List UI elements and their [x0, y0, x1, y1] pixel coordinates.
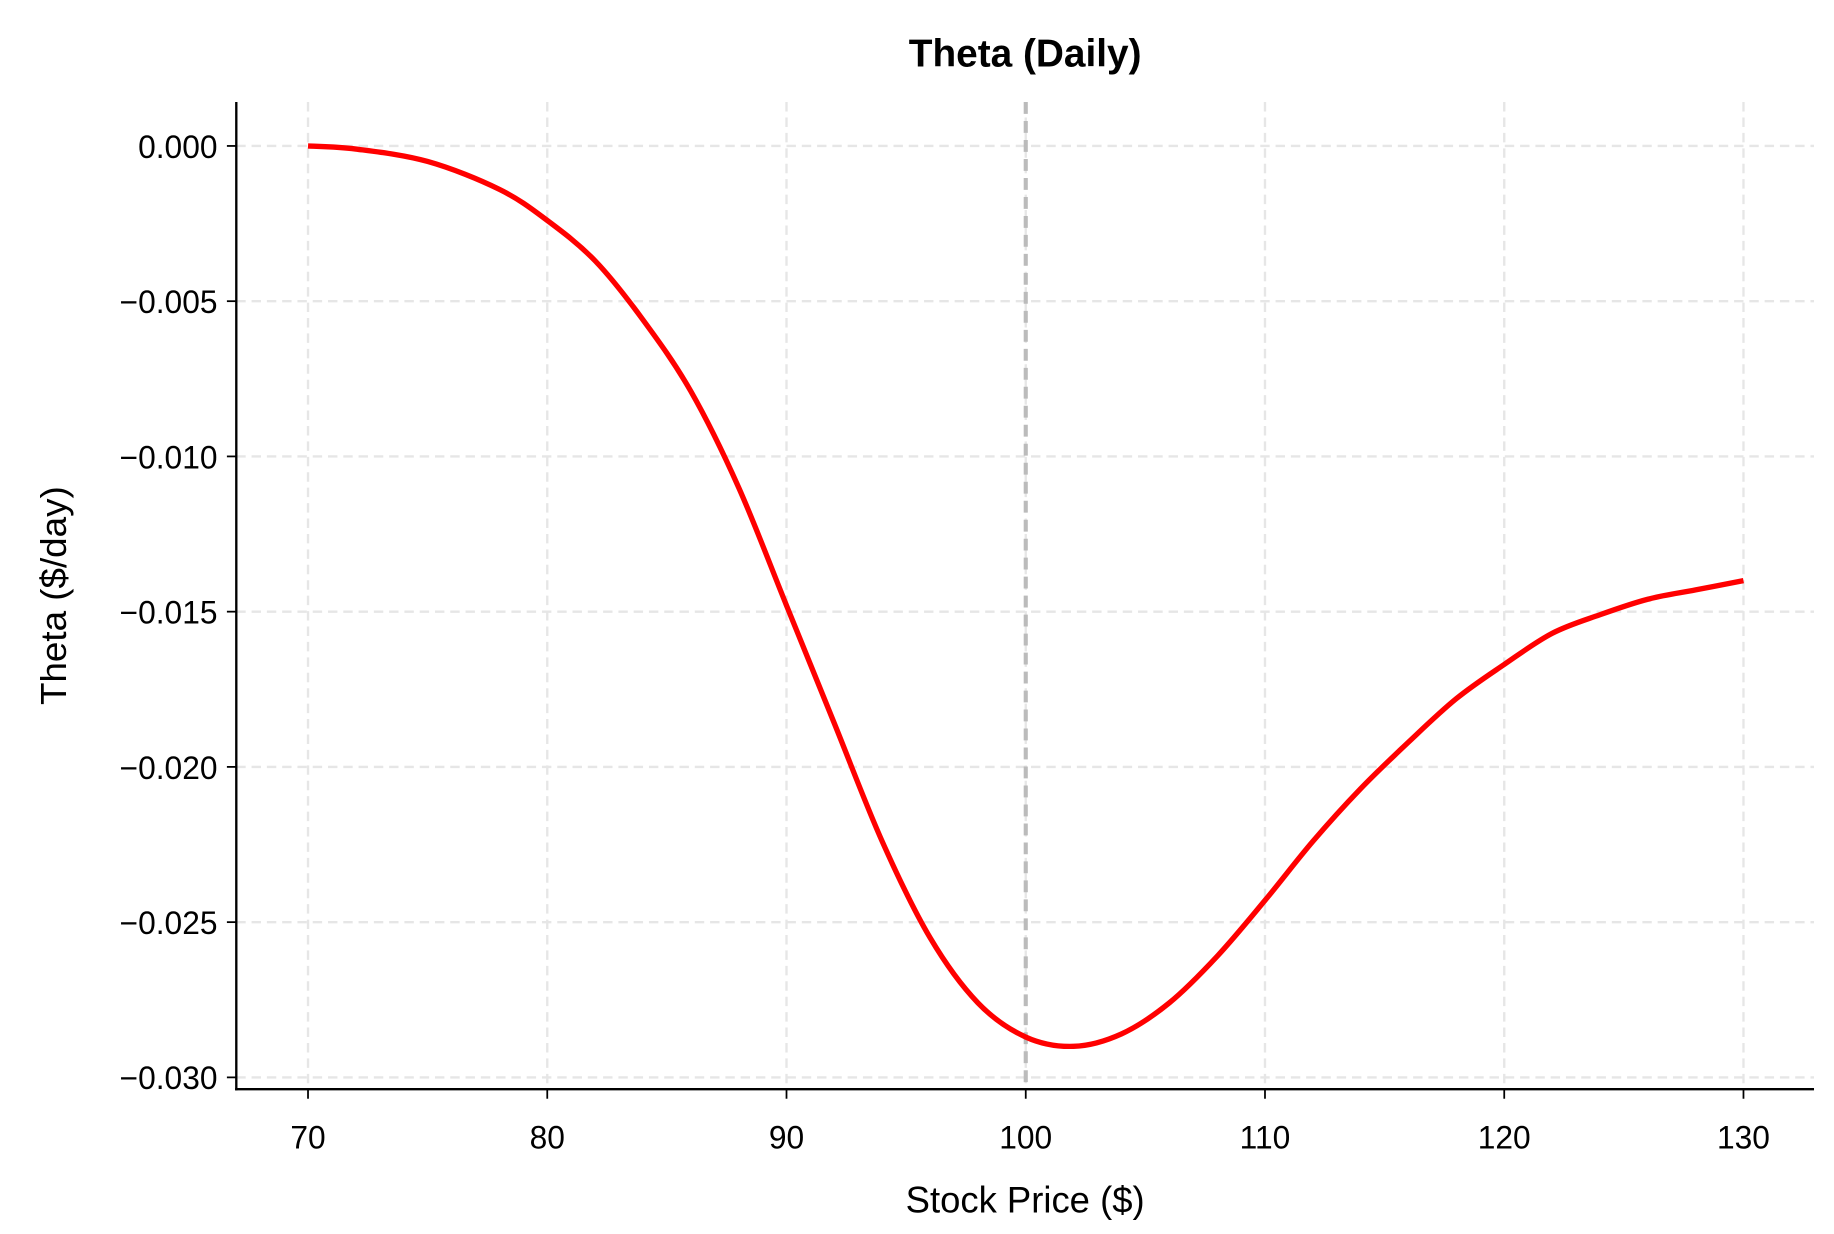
- x-tick-label: 90: [769, 1119, 804, 1155]
- axes: [235, 102, 1815, 1091]
- x-tick-label: 80: [530, 1119, 565, 1155]
- y-axis-label: Theta ($/day): [33, 486, 74, 705]
- x-axis-label: Stock Price ($): [906, 1179, 1145, 1220]
- y-tick-label: −0.015: [120, 594, 218, 630]
- y-tick-label: −0.030: [120, 1060, 218, 1096]
- x-tick-label: 100: [999, 1119, 1052, 1155]
- y-tick-label: −0.020: [120, 750, 218, 786]
- theta-series-line: [307, 143, 1744, 1050]
- x-tick-label: 110: [1240, 1119, 1291, 1155]
- x-tick-label: 70: [290, 1119, 325, 1155]
- y-tick-label: −0.010: [120, 439, 218, 475]
- x-ticks: 70 80 90 100 110 120 130: [290, 1089, 1770, 1156]
- x-tick-label: 120: [1478, 1119, 1531, 1155]
- y-tick-label: −0.005: [120, 284, 218, 320]
- y-tick-label: −0.025: [120, 905, 218, 941]
- x-tick-label: 130: [1717, 1119, 1770, 1155]
- y-tick-label: 0.000: [138, 129, 217, 165]
- chart-title: Theta (Daily): [909, 32, 1142, 75]
- y-ticks: 0.000 −0.005 −0.010 −0.015 −0.020 −0.025 −0.03…: [120, 129, 237, 1096]
